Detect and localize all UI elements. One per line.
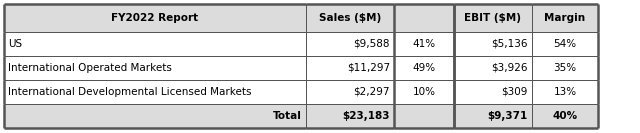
- Bar: [4, 104, 306, 128]
- Bar: [306, 104, 394, 128]
- Text: FY2022 Report: FY2022 Report: [111, 13, 198, 23]
- Text: $5,136: $5,136: [492, 39, 528, 49]
- Text: International Developmental Licensed Markets: International Developmental Licensed Mar…: [8, 87, 252, 97]
- Text: $309: $309: [502, 87, 528, 97]
- Bar: [394, 32, 454, 56]
- Bar: [454, 4, 532, 32]
- Text: 13%: 13%: [554, 87, 577, 97]
- Bar: [4, 80, 306, 104]
- Text: 49%: 49%: [412, 63, 436, 73]
- Bar: [532, 80, 598, 104]
- Bar: [4, 56, 306, 80]
- Text: 10%: 10%: [413, 87, 435, 97]
- Bar: [4, 4, 306, 32]
- Bar: [454, 56, 532, 80]
- Bar: [532, 32, 598, 56]
- Bar: [4, 32, 306, 56]
- Bar: [306, 4, 394, 32]
- Text: $9,588: $9,588: [353, 39, 390, 49]
- Text: $11,297: $11,297: [347, 63, 390, 73]
- Bar: [454, 32, 532, 56]
- Bar: [306, 56, 394, 80]
- Text: $23,183: $23,183: [342, 111, 390, 121]
- Text: 54%: 54%: [554, 39, 577, 49]
- Text: 40%: 40%: [552, 111, 577, 121]
- Bar: [532, 4, 598, 32]
- Text: International Operated Markets: International Operated Markets: [8, 63, 172, 73]
- Bar: [394, 56, 454, 80]
- Text: US: US: [8, 39, 22, 49]
- Bar: [394, 80, 454, 104]
- Bar: [532, 104, 598, 128]
- Text: $2,297: $2,297: [353, 87, 390, 97]
- Bar: [532, 56, 598, 80]
- Text: 35%: 35%: [554, 63, 577, 73]
- Text: Margin: Margin: [545, 13, 586, 23]
- Bar: [454, 80, 532, 104]
- Bar: [306, 32, 394, 56]
- Bar: [394, 4, 454, 32]
- Text: $3,926: $3,926: [492, 63, 528, 73]
- Bar: [394, 104, 454, 128]
- Text: 41%: 41%: [412, 39, 436, 49]
- Text: $9,371: $9,371: [488, 111, 528, 121]
- Bar: [306, 80, 394, 104]
- Bar: [454, 104, 532, 128]
- Text: Sales ($M): Sales ($M): [319, 13, 381, 23]
- Text: Total: Total: [273, 111, 302, 121]
- Text: EBIT ($M): EBIT ($M): [465, 13, 522, 23]
